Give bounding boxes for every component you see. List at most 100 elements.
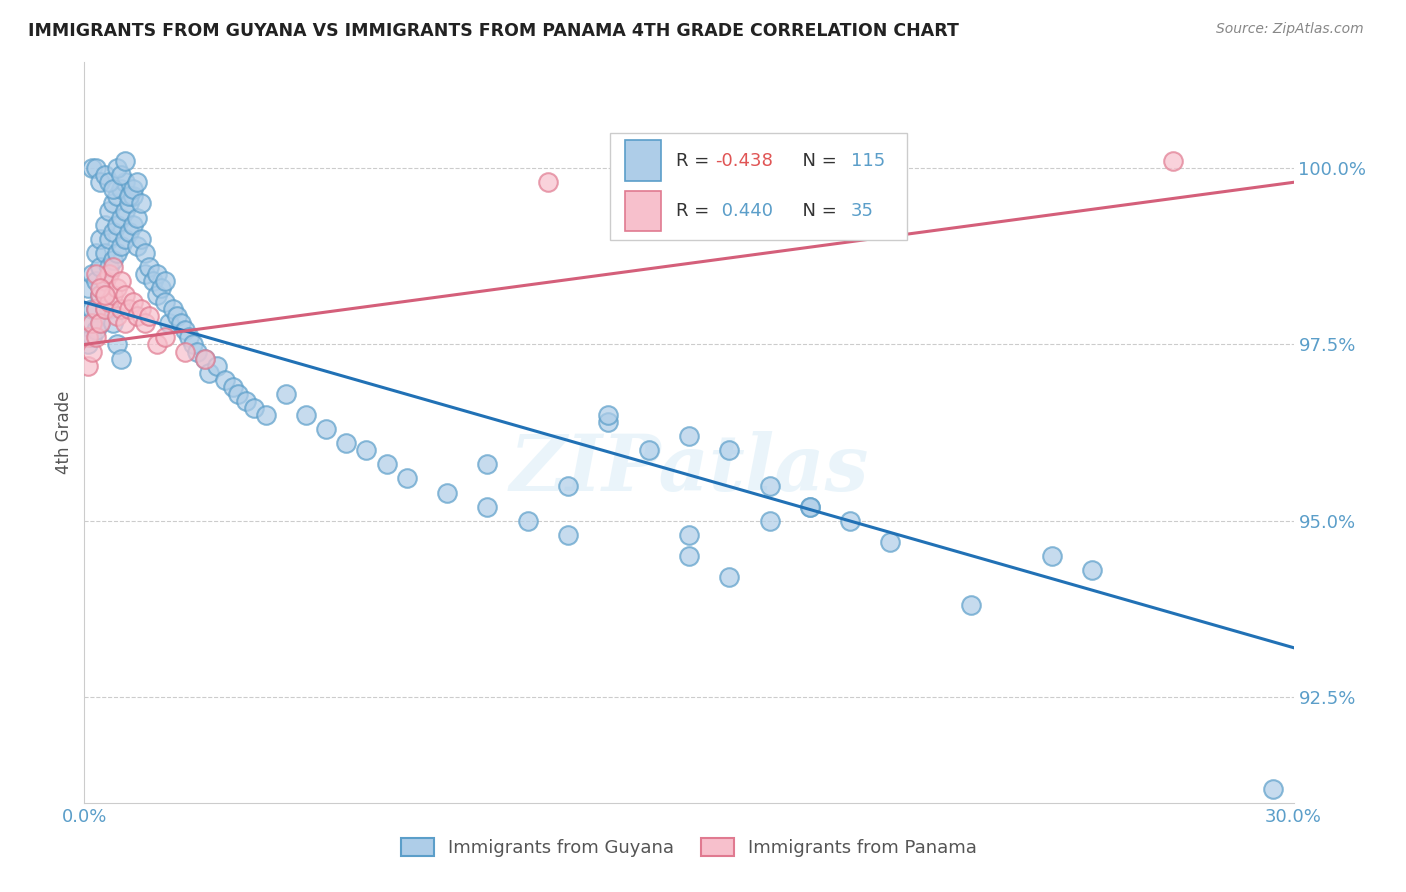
Point (1263, 781, 1285, 796)
Point (101, 260, 124, 274)
Point (557, 528, 579, 542)
Point (356, 443, 378, 458)
Point (114, 316, 136, 330)
Point (395, 471, 418, 485)
Point (82, 344, 104, 359)
Point (214, 373, 236, 387)
Point (121, 182, 143, 196)
Point (77, 337, 100, 351)
Point (89, 316, 111, 330)
Point (93, 288, 115, 302)
Point (121, 189, 143, 203)
Legend: Immigrants from Guyana, Immigrants from Panama: Immigrants from Guyana, Immigrants from … (394, 830, 984, 864)
Point (97, 295, 120, 310)
Point (105, 161, 128, 176)
Point (105, 189, 128, 203)
Point (114, 175, 136, 189)
Point (97, 267, 120, 281)
Point (97, 203, 120, 218)
Point (97, 232, 120, 246)
Point (93, 288, 115, 302)
Point (477, 458, 499, 472)
Point (101, 316, 124, 330)
Point (222, 380, 245, 394)
Point (125, 239, 148, 253)
Point (179, 330, 201, 344)
Text: 35: 35 (851, 202, 875, 220)
Point (101, 252, 124, 267)
Point (125, 211, 148, 225)
Point (242, 401, 264, 415)
Point (125, 310, 148, 324)
Point (110, 182, 132, 196)
Point (93, 218, 115, 232)
Point (82, 316, 104, 330)
Text: R =: R = (676, 152, 714, 169)
Point (537, 175, 560, 189)
Point (89, 175, 111, 189)
Point (114, 232, 136, 246)
Point (598, 415, 620, 429)
Point (93, 302, 115, 317)
Text: IMMIGRANTS FROM GUYANA VS IMMIGRANTS FROM PANAMA 4TH GRADE CORRELATION CHART: IMMIGRANTS FROM GUYANA VS IMMIGRANTS FRO… (28, 22, 959, 40)
Point (134, 267, 156, 281)
Point (718, 443, 741, 458)
Point (118, 189, 141, 203)
Point (93, 302, 115, 317)
Point (153, 330, 176, 344)
Point (86, 323, 108, 337)
Text: N =: N = (790, 152, 842, 169)
Point (105, 245, 128, 260)
Point (82, 302, 104, 317)
Point (315, 422, 337, 436)
Point (226, 387, 249, 401)
Point (97, 175, 120, 189)
Point (118, 302, 141, 317)
Point (153, 295, 176, 310)
Point (77, 281, 100, 295)
Point (89, 288, 111, 302)
Point (477, 500, 499, 514)
Text: -0.438: -0.438 (716, 152, 773, 169)
Point (93, 274, 115, 288)
Point (97, 260, 120, 274)
Point (799, 500, 821, 514)
Point (758, 514, 780, 528)
Point (879, 535, 901, 549)
Point (82, 161, 104, 176)
Point (235, 393, 257, 408)
Point (97, 302, 120, 317)
Point (1040, 549, 1063, 563)
Point (110, 302, 132, 317)
Text: N =: N = (790, 202, 842, 220)
Point (82, 267, 104, 281)
Point (678, 549, 700, 563)
Point (118, 225, 141, 239)
Point (254, 408, 277, 422)
Point (436, 485, 458, 500)
Point (194, 351, 217, 366)
Point (77, 359, 100, 373)
Point (174, 323, 197, 337)
Point (101, 196, 124, 211)
Point (121, 295, 143, 310)
Point (101, 182, 124, 196)
Point (89, 232, 111, 246)
Point (86, 302, 108, 317)
Point (186, 344, 208, 359)
Point (93, 274, 115, 288)
Point (375, 458, 398, 472)
Point (77, 316, 100, 330)
Point (149, 281, 172, 295)
Point (198, 366, 221, 380)
Point (105, 281, 128, 295)
Point (181, 337, 204, 351)
Point (86, 267, 108, 281)
Point (110, 239, 132, 253)
Point (295, 408, 318, 422)
Point (110, 351, 132, 366)
Point (125, 175, 148, 189)
Point (162, 302, 184, 317)
Point (86, 330, 108, 344)
Point (101, 288, 124, 302)
